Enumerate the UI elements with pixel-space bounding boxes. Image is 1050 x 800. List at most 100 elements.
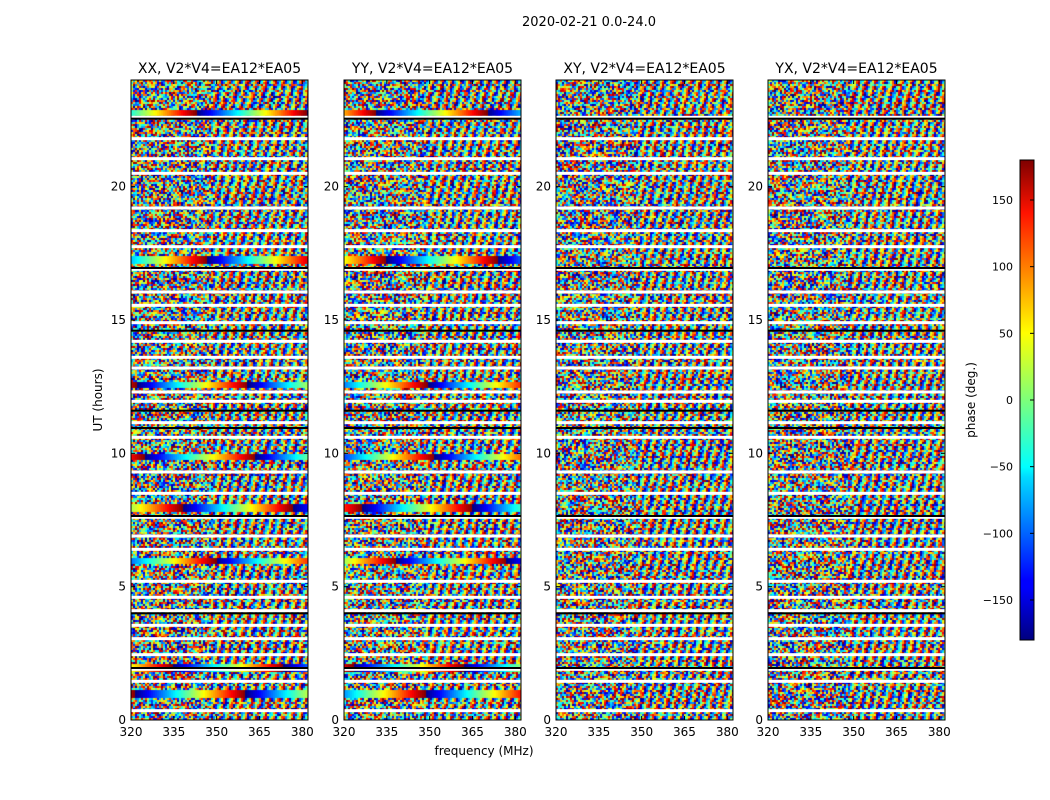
flag-gap [344, 491, 521, 495]
x-tick-label: 350 [205, 725, 228, 739]
flag-gap [131, 470, 308, 474]
flag-gap [344, 321, 521, 325]
flag-gap [344, 366, 521, 370]
flag-gap [131, 290, 308, 294]
flag-gap [768, 679, 945, 683]
flag-gap [556, 399, 733, 403]
x-tick-label: 335 [162, 725, 185, 739]
flag-gap [344, 229, 521, 233]
dark-gap [131, 515, 308, 517]
flag-gap [131, 653, 308, 657]
dark-gap [768, 267, 945, 269]
flag-gap [768, 206, 945, 210]
y-tick-label: 10 [111, 446, 126, 460]
flag-gap [768, 115, 945, 119]
flag-gap [768, 390, 945, 394]
dark-gap [344, 117, 521, 120]
panel-yy: YY, V2*V4=EA12*EA05 320 335 350 365 380 0 5 10 15… [324, 61, 527, 739]
flag-gap [131, 137, 308, 141]
dark-gap [768, 667, 945, 669]
colorbar-ticks: −150 −100 −50 0 50 100 150 [983, 194, 1034, 607]
flag-gap [131, 339, 308, 343]
flag-gap [131, 321, 308, 325]
flag-gap [768, 339, 945, 343]
flag-gap [131, 171, 308, 175]
flag-gap [131, 491, 308, 495]
dark-gap [556, 329, 733, 332]
dark-gap [344, 612, 521, 615]
panel-title: XX, V2*V4=EA12*EA05 [138, 61, 301, 77]
flag-gap [131, 679, 308, 683]
x-tick-label: 380 [716, 725, 739, 739]
flag-gap [344, 709, 521, 713]
dark-gap [131, 667, 308, 669]
flag-gap [768, 229, 945, 233]
flag-gap [344, 390, 521, 394]
flag-gap [768, 245, 945, 249]
flag-gap [768, 637, 945, 641]
dark-gap [131, 117, 308, 120]
y-axis-label: UT (hours) [91, 368, 105, 431]
flag-gap [131, 229, 308, 233]
flag-gap [344, 637, 521, 641]
x-tick-label: 350 [842, 725, 865, 739]
flag-gap [344, 303, 521, 307]
flag-gap [344, 595, 521, 599]
y-tick-label: 20 [748, 180, 763, 194]
flag-gap [131, 399, 308, 403]
panel-frame [555, 79, 734, 721]
x-tick-label: 365 [461, 725, 484, 739]
dark-gap [344, 267, 521, 269]
dark-gap [556, 515, 733, 517]
x-tick-label: 320 [545, 725, 568, 739]
flag-gap [344, 399, 521, 403]
flag-gap [768, 421, 945, 425]
y-tick-label: 10 [324, 446, 339, 460]
flag-gap [556, 171, 733, 175]
flag-gap [768, 667, 945, 671]
flag-gap [131, 206, 308, 210]
x-tick-label: 320 [333, 725, 356, 739]
flag-gap [131, 709, 308, 713]
x-tick-label: 380 [504, 725, 527, 739]
flag-gap [556, 709, 733, 713]
flag-gap [131, 245, 308, 249]
flag-gap [556, 595, 733, 599]
flag-gap [556, 321, 733, 325]
y-tick-label: 10 [536, 446, 551, 460]
dark-gap [768, 329, 945, 332]
y-tick-label: 15 [111, 313, 126, 327]
flag-gap [344, 435, 521, 439]
flag-gap [768, 157, 945, 161]
flag-gap [556, 290, 733, 294]
dark-gap [556, 667, 733, 669]
x-tick-label: 320 [757, 725, 780, 739]
flag-gap [556, 303, 733, 307]
flag-gap [344, 267, 521, 271]
x-tick-label: 335 [587, 725, 610, 739]
flag-gap [556, 339, 733, 343]
flag-gap [768, 470, 945, 474]
flag-gap [344, 339, 521, 343]
colorbar-tick-label: 150 [992, 194, 1013, 207]
flag-gap [131, 547, 308, 551]
y-tick-label: 15 [324, 313, 339, 327]
flag-gap [344, 653, 521, 657]
y-tick-label: 0 [543, 713, 551, 727]
x-tick-label: 335 [799, 725, 822, 739]
y-tick-label: 0 [755, 713, 763, 727]
flag-gap [344, 137, 521, 141]
dark-gap [131, 329, 308, 332]
dark-gap [556, 117, 733, 120]
flag-gap [344, 421, 521, 425]
flag-gap [556, 115, 733, 119]
flag-gap [556, 637, 733, 641]
dark-gap [768, 612, 945, 615]
flag-gap [768, 321, 945, 325]
flag-gap [556, 157, 733, 161]
panel-title: YX, V2*V4=EA12*EA05 [774, 61, 937, 77]
panel-title: YY, V2*V4=EA12*EA05 [351, 61, 513, 77]
y-tick-label: 5 [331, 580, 339, 594]
flag-gap [556, 229, 733, 233]
flag-gap [131, 667, 308, 671]
